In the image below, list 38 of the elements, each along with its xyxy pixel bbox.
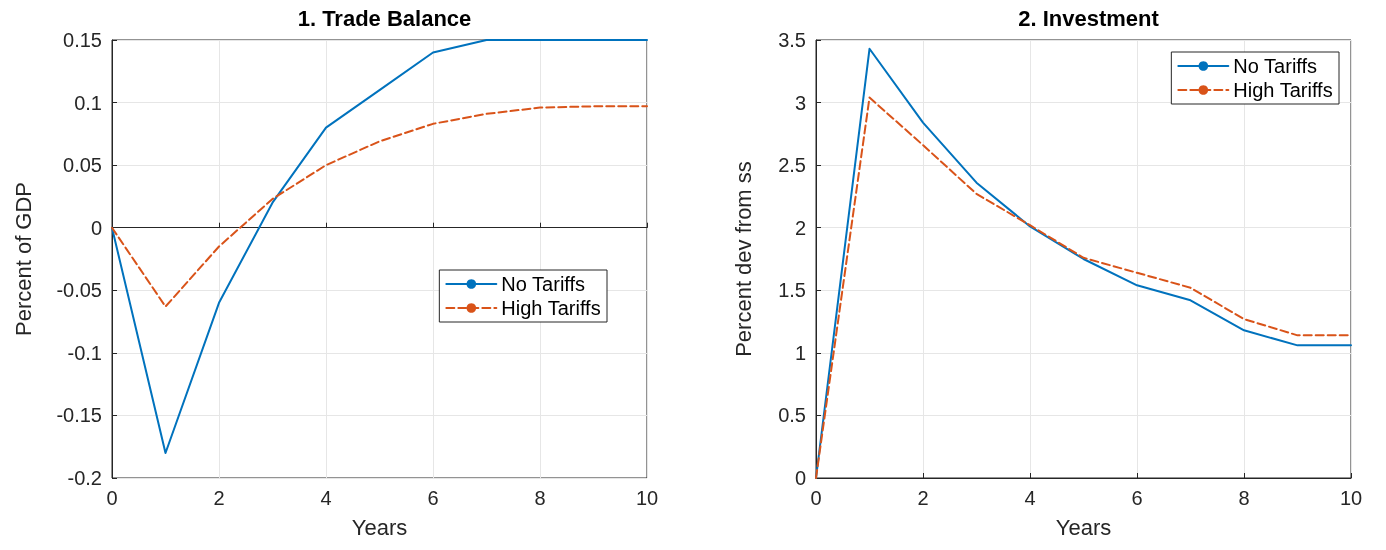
y-tick-label: 0 (794, 467, 806, 489)
y-tick-label: 0.05 (63, 154, 102, 177)
y-tick-label: 2.5 (778, 154, 806, 177)
y-axis-title: Percent dev from ss (730, 161, 756, 357)
chart-title: 2. Investment (1018, 5, 1160, 31)
x-tick-label: 2 (213, 487, 225, 509)
legend-label: No Tariffs (1233, 55, 1318, 77)
y-tick-label: -0.15 (56, 404, 102, 427)
y-tick-label: -0.05 (56, 279, 102, 302)
y-axis-title: Percent of GDP (10, 181, 36, 337)
x-tick-label: 6 (1131, 487, 1143, 509)
y-tick-label: 0.5 (778, 404, 806, 427)
x-tick-label: 8 (1238, 487, 1250, 509)
y-tick-label: 3.5 (778, 29, 806, 51)
chart-title: 1. Trade Balance (297, 5, 472, 31)
x-tick-label: 10 (1339, 487, 1363, 509)
y-tick-label: 3 (794, 91, 806, 114)
y-tick-label: 0 (90, 216, 102, 239)
x-tick-label: 0 (810, 487, 822, 509)
x-tick-label: 0 (106, 487, 118, 509)
legend-label: No Tariffs (501, 273, 586, 295)
x-tick-label: 8 (534, 487, 546, 509)
y-tick-label: 1 (794, 341, 806, 364)
y-tick-label: 1.5 (778, 279, 806, 302)
y-tick-label: 0.15 (63, 29, 102, 51)
x-tick-label: 10 (635, 487, 659, 509)
y-tick-label: 2 (794, 216, 806, 239)
x-tick-label: 6 (427, 487, 439, 509)
legend-label: High Tariffs (501, 297, 601, 319)
y-tick-label: -0.1 (67, 341, 102, 364)
x-tick-label: 4 (1024, 487, 1036, 509)
y-tick-label: 0.1 (74, 91, 102, 114)
x-tick-label: 2 (917, 487, 929, 509)
x-axis-title: Years (351, 514, 408, 540)
x-tick-label: 4 (320, 487, 332, 509)
legend-label: High Tariffs (1233, 79, 1333, 101)
x-axis-title: Years (1055, 514, 1112, 540)
y-tick-label: -0.2 (67, 467, 102, 489)
